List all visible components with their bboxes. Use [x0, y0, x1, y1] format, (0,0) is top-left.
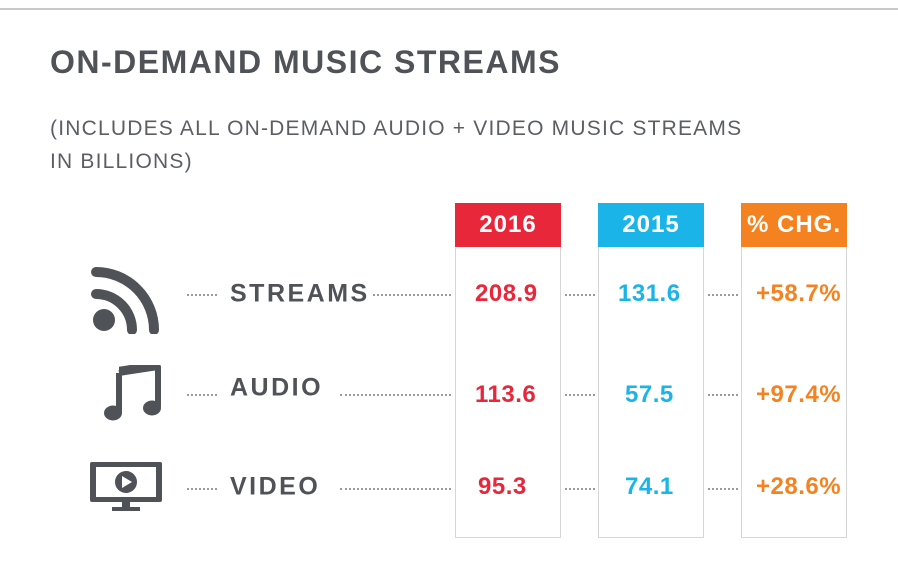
leader-dots: [565, 294, 595, 296]
column-header-2015: 2015: [598, 203, 704, 247]
column-header-pct-change: % CHG.: [741, 203, 847, 247]
cell-audio-chg: +97.4%: [756, 381, 842, 408]
leader-dots: [340, 394, 451, 396]
row-label-streams: STREAMS: [230, 279, 370, 308]
column-2016: 2016: [455, 203, 561, 538]
cell-audio-2015: 57.5: [625, 381, 674, 408]
music-note-icon: [104, 365, 161, 421]
leader-dots: [340, 488, 451, 490]
cell-streams-2015: 131.6: [618, 280, 681, 307]
cell-video-chg: +28.6%: [756, 473, 842, 500]
cell-video-2015: 74.1: [625, 473, 674, 500]
video-monitor-icon: [90, 462, 162, 511]
leader-dots: [187, 394, 217, 396]
cell-video-2016: 95.3: [478, 473, 527, 500]
leader-dots: [187, 294, 217, 296]
leader-dots: [708, 488, 738, 490]
row-label-video: VIDEO: [230, 472, 321, 501]
leader-dots: [708, 394, 738, 396]
leader-dots: [708, 294, 738, 296]
leader-dots: [373, 294, 451, 296]
row-label-audio: AUDIO: [230, 373, 324, 402]
cell-streams-chg: +58.7%: [756, 280, 842, 307]
cell-streams-2016: 208.9: [475, 280, 538, 307]
column-header-2016: 2016: [455, 203, 561, 247]
streams-icon: [91, 267, 159, 334]
chart-title: ON-DEMAND MUSIC STREAMS: [50, 44, 561, 80]
top-divider: [0, 8, 898, 10]
leader-dots: [565, 488, 595, 490]
column-pct-change: % CHG.: [741, 203, 847, 538]
column-2015: 2015: [598, 203, 704, 538]
chart-subtitle: (INCLUDES ALL ON-DEMAND AUDIO + VIDEO MU…: [50, 117, 743, 173]
leader-dots: [187, 488, 217, 490]
leader-dots: [565, 394, 595, 396]
cell-audio-2016: 113.6: [475, 381, 537, 408]
